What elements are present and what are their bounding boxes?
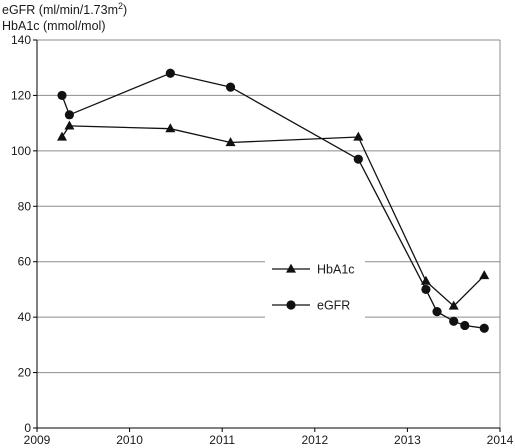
- x-tick-label-2009: 2009: [24, 433, 51, 447]
- y-tick-label-140: 140: [11, 33, 31, 47]
- series-group: [57, 68, 490, 333]
- egfr-point-3: [225, 82, 236, 92]
- egfr-point-7: [449, 316, 459, 326]
- egfr-point-1: [64, 110, 75, 120]
- y-axis-title-line1: eGFR (ml/min/1.73m2): [2, 1, 127, 17]
- legend: HbA1c eGFR: [265, 256, 365, 318]
- y-tick-label-20: 20: [18, 366, 32, 380]
- y-tick-label-40: 40: [18, 310, 32, 324]
- x-tick-label-2011: 2011: [209, 433, 235, 447]
- legend-marker-egfr: [286, 300, 296, 310]
- axes: 0 20 40 60 80 100 120 140 2009 2010 2011 2012 2013 20…: [11, 33, 514, 447]
- series-line-egfr: [61, 72, 485, 329]
- y-tick-label-100: 100: [11, 144, 31, 158]
- x-tick-label-2013: 2013: [394, 433, 421, 447]
- x-tick-label-2010: 2010: [116, 433, 143, 447]
- hba1c-point-4: [353, 131, 364, 141]
- y-tick-label-80: 80: [18, 199, 32, 213]
- hba1c-point-5: [420, 275, 431, 285]
- hba1c-point-6: [448, 300, 459, 310]
- hba1c-point-0: [57, 131, 68, 141]
- legend-label-egfr: eGFR: [317, 299, 350, 313]
- axis-title-group: eGFR (ml/min/1.73m2) HbA1c (mmol/mol): [2, 1, 127, 33]
- egfr-point-2: [165, 68, 175, 78]
- y-tick-label-120: 120: [11, 88, 31, 102]
- egfr-point-0: [57, 90, 67, 101]
- y-tick-label-60: 60: [18, 255, 32, 269]
- hba1c-point-2: [165, 123, 176, 133]
- y-axis-title-hba1c: HbA1c (mmol/mol): [2, 19, 106, 33]
- hba1c-point-7: [479, 270, 490, 280]
- series-egfr: [57, 68, 489, 333]
- y-axis-title-close: ): [123, 3, 127, 17]
- gridlines: [37, 39, 501, 428]
- egfr-point-6: [432, 307, 442, 317]
- y-axis-title-superscript: 2: [118, 1, 123, 11]
- x-tick-label-2014: 2014: [487, 433, 514, 447]
- legend-background: [265, 256, 365, 318]
- y-tick-label-0: 0: [24, 421, 31, 435]
- egfr-point-9: [479, 323, 489, 333]
- series-hba1c: [57, 120, 490, 310]
- legend-label-hba1c: HbA1c: [317, 263, 355, 277]
- hba1c-point-3: [225, 137, 236, 147]
- egfr-point-8: [460, 320, 470, 331]
- hba1c-point-1: [64, 120, 75, 130]
- x-tick-label-2012: 2012: [301, 433, 328, 447]
- egfr-point-5: [421, 284, 431, 295]
- egfr-point-4: [353, 154, 363, 164]
- y-axis-title-egfr: eGFR (ml/min/1.73m: [2, 3, 118, 17]
- legend-marker-hba1c: [286, 263, 296, 273]
- series-line-hba1c: [61, 125, 485, 307]
